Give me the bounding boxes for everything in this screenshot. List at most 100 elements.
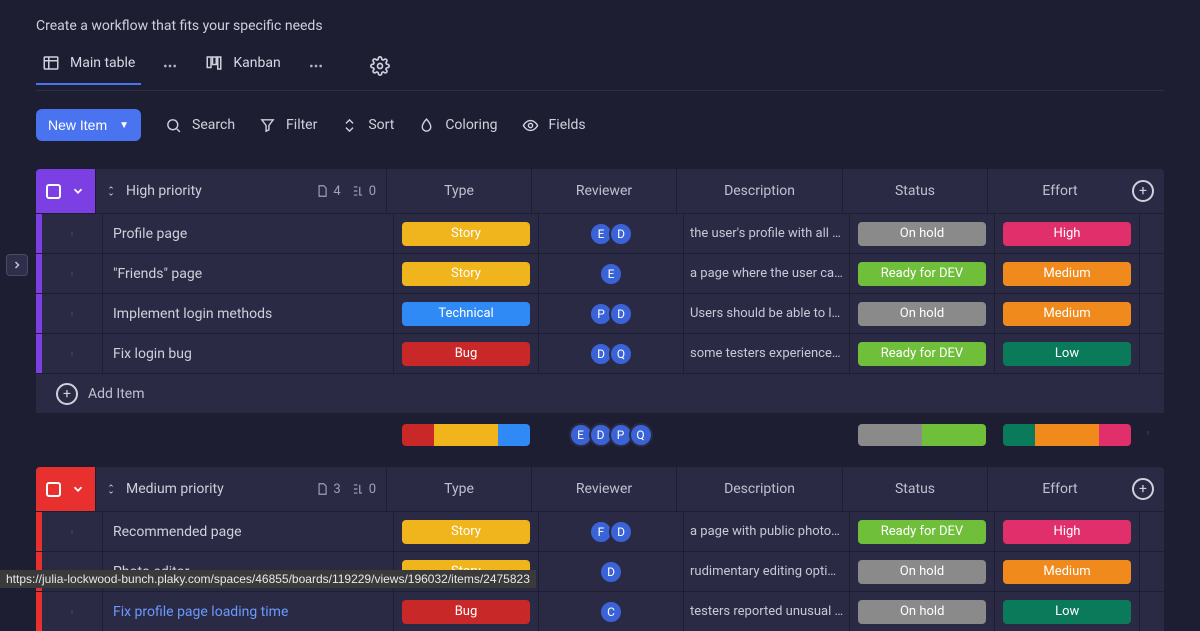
table-row[interactable]: Recommended page Story FD a page with pu… <box>36 511 1164 551</box>
drag-icon[interactable] <box>106 481 116 497</box>
cell-reviewer[interactable]: PD <box>538 294 683 333</box>
cell-status[interactable]: On hold <box>849 214 994 253</box>
col-status[interactable]: Status <box>842 467 987 511</box>
status-pill[interactable]: On hold <box>858 302 986 326</box>
tool-sort[interactable]: Sort <box>341 117 394 134</box>
cell-effort[interactable]: Low <box>994 592 1139 631</box>
avatar[interactable]: E <box>599 262 623 286</box>
group-checkbox[interactable] <box>46 184 61 199</box>
cell-status[interactable]: Ready for DEV <box>849 512 994 551</box>
cell-description[interactable]: rudimentary editing opti… <box>683 552 849 591</box>
cell-description[interactable]: the user's profile with all … <box>683 214 849 253</box>
avatar[interactable]: D <box>609 520 633 544</box>
status-pill[interactable]: Bug <box>402 342 530 366</box>
status-pill[interactable]: Ready for DEV <box>858 520 986 544</box>
cell-effort[interactable]: Low <box>994 334 1139 373</box>
tab-main-more[interactable] <box>159 55 181 77</box>
col-reviewer[interactable]: Reviewer <box>531 169 676 213</box>
reviewer-avatars[interactable]: ED <box>589 222 633 246</box>
item-name[interactable]: Profile page <box>102 214 393 253</box>
status-pill[interactable]: High <box>1003 222 1131 246</box>
reviewer-avatars[interactable]: PD <box>589 302 633 326</box>
reviewer-avatars[interactable]: D <box>599 560 623 584</box>
reviewer-avatars[interactable]: E <box>599 262 623 286</box>
cell-reviewer[interactable]: DQ <box>538 334 683 373</box>
table-row[interactable]: Fix profile page loading time Bug C test… <box>36 591 1164 631</box>
item-name[interactable]: Implement login methods <box>102 294 393 333</box>
cell-effort[interactable]: High <box>994 512 1139 551</box>
add-column[interactable]: + <box>1132 478 1164 500</box>
status-pill[interactable]: Story <box>402 520 530 544</box>
cell-status[interactable]: On hold <box>849 294 994 333</box>
col-description[interactable]: Description <box>676 467 842 511</box>
status-pill[interactable]: Medium <box>1003 302 1131 326</box>
cell-effort[interactable]: Medium <box>994 254 1139 293</box>
group-accent[interactable] <box>36 169 95 213</box>
reviewer-avatars[interactable]: EDPQ <box>569 423 653 447</box>
col-effort[interactable]: Effort <box>987 169 1132 213</box>
cell-status[interactable]: Ready for DEV <box>849 254 994 293</box>
row-menu[interactable] <box>42 294 102 333</box>
cell-reviewer[interactable]: D <box>538 552 683 591</box>
expand-sidebar[interactable] <box>6 254 28 276</box>
new-item-button[interactable]: New Item ▼ <box>36 109 141 141</box>
cell-description[interactable]: testers reported unusual … <box>683 592 849 631</box>
status-pill[interactable]: Story <box>402 262 530 286</box>
tab-main-table[interactable]: Main table <box>36 48 141 84</box>
cell-effort[interactable]: Medium <box>994 552 1139 591</box>
tool-filter[interactable]: Filter <box>259 117 317 134</box>
status-pill[interactable]: Bug <box>402 600 530 624</box>
cell-type[interactable]: Story <box>393 214 538 253</box>
status-pill[interactable]: On hold <box>858 600 986 624</box>
cell-status[interactable]: On hold <box>849 552 994 591</box>
cell-description[interactable]: some testers experience… <box>683 334 849 373</box>
reviewer-avatars[interactable]: FD <box>589 520 633 544</box>
table-row[interactable]: Fix login bug Bug DQ some testers experi… <box>36 333 1164 373</box>
cell-description[interactable]: a page where the user ca… <box>683 254 849 293</box>
cell-type[interactable]: Bug <box>393 592 538 631</box>
status-pill[interactable]: On hold <box>858 560 986 584</box>
status-pill[interactable]: Technical <box>402 302 530 326</box>
status-pill[interactable]: Medium <box>1003 262 1131 286</box>
cell-status[interactable]: On hold <box>849 592 994 631</box>
group-accent[interactable] <box>36 467 95 511</box>
col-effort[interactable]: Effort <box>987 467 1132 511</box>
status-pill[interactable]: High <box>1003 520 1131 544</box>
avatar[interactable]: D <box>609 222 633 246</box>
cell-effort[interactable]: High <box>994 214 1139 253</box>
item-name[interactable]: Fix profile page loading time <box>102 592 393 631</box>
col-reviewer[interactable]: Reviewer <box>531 467 676 511</box>
cell-reviewer[interactable]: E <box>538 254 683 293</box>
add-item-row[interactable]: + Add Item <box>36 373 1164 413</box>
cell-status[interactable]: Ready for DEV <box>849 334 994 373</box>
row-menu[interactable] <box>42 334 102 373</box>
cell-reviewer[interactable]: ED <box>538 214 683 253</box>
reviewer-avatars[interactable]: DQ <box>589 342 633 366</box>
status-pill[interactable]: Ready for DEV <box>858 262 986 286</box>
reviewer-avatars[interactable]: C <box>599 600 623 624</box>
avatar[interactable]: D <box>599 560 623 584</box>
group-name[interactable]: Medium priority 3 0 <box>95 467 386 511</box>
group-name[interactable]: High priority 4 0 <box>95 169 386 213</box>
cell-type[interactable]: Story <box>393 512 538 551</box>
col-description[interactable]: Description <box>676 169 842 213</box>
cell-reviewer[interactable]: C <box>538 592 683 631</box>
table-row[interactable]: Profile page Story ED the user's profile… <box>36 213 1164 253</box>
item-name[interactable]: Recommended page <box>102 512 393 551</box>
drag-icon[interactable] <box>106 183 116 199</box>
table-row[interactable]: "Friends" page Story E a page where the … <box>36 253 1164 293</box>
row-menu[interactable] <box>42 254 102 293</box>
status-pill[interactable]: Low <box>1003 342 1131 366</box>
tab-kanban[interactable]: Kanban <box>199 48 286 84</box>
tool-coloring[interactable]: Coloring <box>418 117 497 134</box>
summary-menu[interactable] <box>1146 425 1150 445</box>
chevron-down-icon[interactable] <box>71 184 85 198</box>
col-type[interactable]: Type <box>386 467 531 511</box>
status-pill[interactable]: On hold <box>858 222 986 246</box>
cell-description[interactable]: a page with public photo… <box>683 512 849 551</box>
add-column[interactable]: + <box>1132 180 1164 202</box>
status-pill[interactable]: Medium <box>1003 560 1131 584</box>
col-type[interactable]: Type <box>386 169 531 213</box>
tab-kanban-more[interactable] <box>305 55 327 77</box>
avatar[interactable]: D <box>609 302 633 326</box>
